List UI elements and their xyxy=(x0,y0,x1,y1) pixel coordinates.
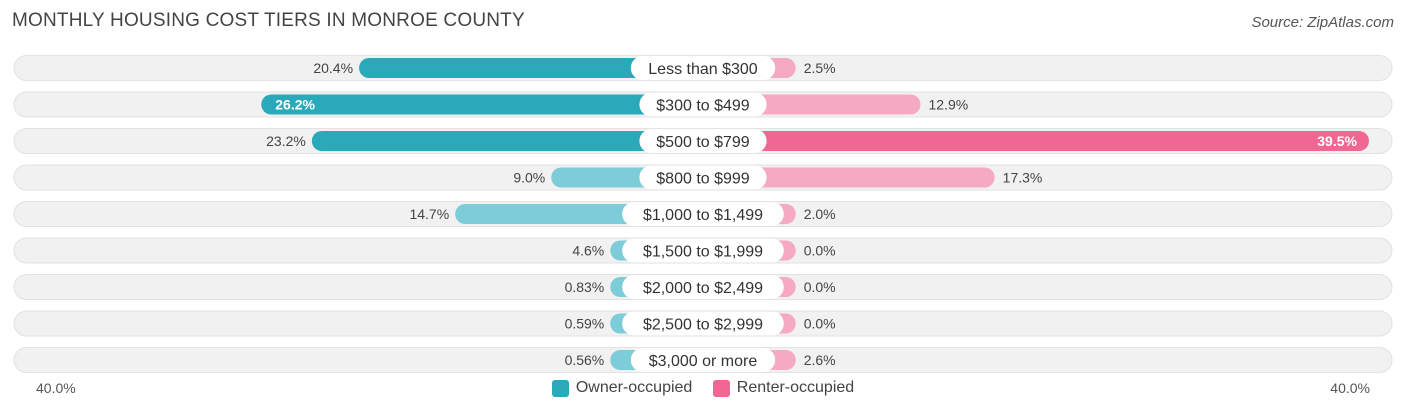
legend-item-renter[interactable]: Renter-occupied xyxy=(712,379,855,397)
category-pill xyxy=(622,275,784,299)
renter-value-label: 12.9% xyxy=(928,97,968,113)
renter-bar xyxy=(703,131,1369,151)
owner-value-label: 14.7% xyxy=(409,206,449,222)
renter-value-label: 2.6% xyxy=(804,352,836,368)
legend-swatch-owner xyxy=(551,379,569,397)
legend-label-owner: Owner-occupied xyxy=(575,379,693,396)
category-pill xyxy=(630,56,776,80)
owner-value-label: 9.0% xyxy=(513,170,545,186)
owner-value-label: 23.2% xyxy=(266,133,306,149)
renter-value-label: 17.3% xyxy=(1003,170,1043,186)
chart-title: MONTHLY HOUSING COST TIERS IN MONROE COU… xyxy=(12,10,525,31)
owner-value-label: 4.6% xyxy=(572,243,604,259)
axis-label-left: 40.0% xyxy=(36,380,76,396)
category-pill xyxy=(639,92,767,117)
renter-value-label: 0.0% xyxy=(804,243,836,259)
owner-value-label: 0.56% xyxy=(565,352,605,368)
renter-value-label: 0.0% xyxy=(804,316,836,332)
legend: Owner-occupied Renter-occupied xyxy=(0,379,1406,402)
renter-value-label: 0.0% xyxy=(804,279,836,295)
category-label: $300 to $499 xyxy=(656,98,750,115)
owner-bar xyxy=(311,131,703,151)
category-pill xyxy=(630,348,776,372)
category-pill xyxy=(622,238,784,263)
category-label: $1,500 to $1,999 xyxy=(643,244,763,261)
category-label: Less than $300 xyxy=(648,61,758,78)
legend-label-renter: Renter-occupied xyxy=(736,379,855,396)
owner-value-label: 0.83% xyxy=(565,279,605,295)
owner-value-label: 20.4% xyxy=(313,60,353,76)
category-label: $800 to $999 xyxy=(656,171,750,188)
legend-item-owner[interactable]: Owner-occupied xyxy=(551,379,693,397)
source-label: Source: ZipAtlas.com xyxy=(1251,14,1394,31)
category-label: $2,500 to $2,999 xyxy=(643,317,763,334)
category-label: $500 to $799 xyxy=(656,134,750,151)
owner-value-label: 26.2% xyxy=(275,97,315,113)
owner-value-label: 0.59% xyxy=(565,316,605,332)
category-label: $2,000 to $2,499 xyxy=(643,280,763,297)
renter-bar xyxy=(703,167,995,188)
category-pill xyxy=(622,202,784,226)
axis-label-right: 40.0% xyxy=(1330,380,1370,396)
renter-value-label: 2.0% xyxy=(804,206,836,222)
category-pill xyxy=(639,165,767,190)
legend-swatch-renter xyxy=(712,379,730,397)
category-label: $3,000 or more xyxy=(649,353,758,370)
category-pill xyxy=(622,311,784,336)
renter-value-label: 2.5% xyxy=(804,60,836,76)
category-label: $1,000 to $1,499 xyxy=(643,207,763,224)
owner-bar xyxy=(359,58,703,78)
renter-value-label: 39.5% xyxy=(1317,133,1357,149)
owner-bar xyxy=(261,94,703,115)
category-pill xyxy=(639,129,767,153)
